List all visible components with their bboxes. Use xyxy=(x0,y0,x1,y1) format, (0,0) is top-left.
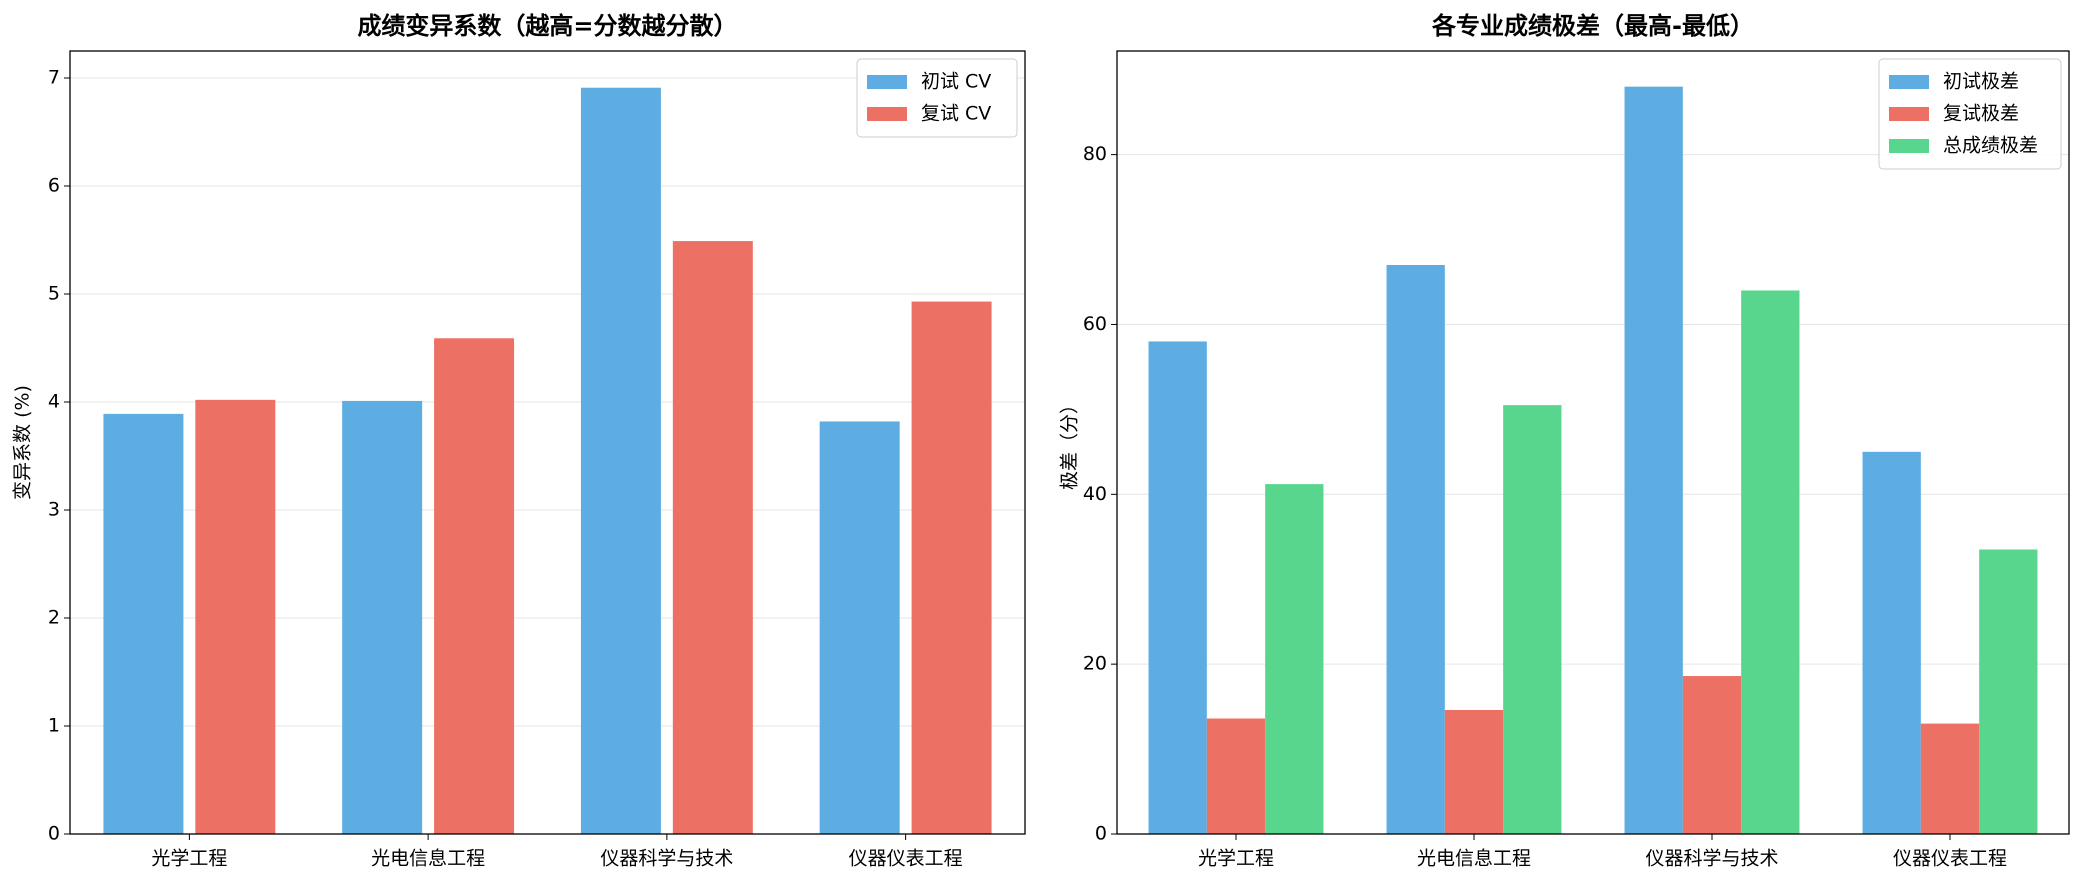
bar xyxy=(1148,341,1207,834)
bar xyxy=(1741,290,1800,834)
bar xyxy=(1979,549,2038,834)
bar xyxy=(1386,265,1445,834)
y-tick-label: 1 xyxy=(48,715,60,737)
y-tick-label: 2 xyxy=(48,607,60,629)
x-tick-label: 光电信息工程 xyxy=(1417,848,1531,870)
legend-label: 复试极差 xyxy=(1943,103,2019,125)
x-tick-label: 光学工程 xyxy=(1198,848,1274,870)
y-tick-label: 60 xyxy=(1083,313,1107,335)
bar xyxy=(195,399,276,834)
y-tick-label: 7 xyxy=(48,67,60,89)
bar xyxy=(1682,676,1742,834)
bar xyxy=(1624,86,1683,835)
bar xyxy=(1920,723,1980,834)
y-tick-label: 20 xyxy=(1083,653,1107,675)
chart-title: 各专业成绩极差（最高-最低） xyxy=(1431,12,1754,40)
y-tick-label: 6 xyxy=(48,175,60,197)
y-tick-label: 40 xyxy=(1083,483,1107,505)
legend-swatch xyxy=(867,75,907,89)
x-tick-label: 光学工程 xyxy=(151,848,227,870)
y-tick-label: 0 xyxy=(48,823,60,845)
plot-frame xyxy=(69,50,1026,835)
bar xyxy=(342,400,423,834)
bar xyxy=(1265,484,1324,834)
y-tick-label: 80 xyxy=(1083,143,1107,165)
y-tick-label: 4 xyxy=(48,391,60,413)
legend-label: 初试极差 xyxy=(1943,71,2019,93)
bar xyxy=(819,421,900,834)
y-axis-label: 变异系数 (%) xyxy=(12,385,34,500)
bar xyxy=(434,338,515,834)
legend-label: 总成绩极差 xyxy=(1943,135,2038,157)
legend-swatch xyxy=(1889,107,1929,121)
bar xyxy=(1503,405,1562,834)
plot-frame xyxy=(1116,50,2070,835)
bar xyxy=(1862,451,1921,834)
x-tick-label: 仪器科学与技术 xyxy=(1645,848,1778,870)
x-tick-label: 光电信息工程 xyxy=(371,848,485,870)
y-tick-label: 5 xyxy=(48,283,60,305)
legend-swatch xyxy=(867,107,907,121)
x-tick-label: 仪器仪表工程 xyxy=(849,848,963,870)
bar xyxy=(580,87,661,835)
y-tick-label: 0 xyxy=(1095,823,1107,845)
legend-swatch xyxy=(1889,75,1929,89)
y-tick-label: 3 xyxy=(48,499,60,521)
x-tick-label: 仪器科学与技术 xyxy=(600,848,733,870)
legend-label: 复试 CV xyxy=(921,103,991,125)
bar xyxy=(103,413,184,834)
bar xyxy=(911,301,992,834)
bar xyxy=(1206,718,1266,834)
bar xyxy=(672,241,753,834)
legend-swatch xyxy=(1889,139,1929,153)
chart-title: 成绩变异系数（越高=分数越分散） xyxy=(357,12,737,40)
legend-label: 初试 CV xyxy=(921,71,991,93)
x-tick-label: 仪器仪表工程 xyxy=(1893,848,2007,870)
y-axis-label: 极差（分） xyxy=(1059,395,1081,490)
bar xyxy=(1444,710,1504,834)
